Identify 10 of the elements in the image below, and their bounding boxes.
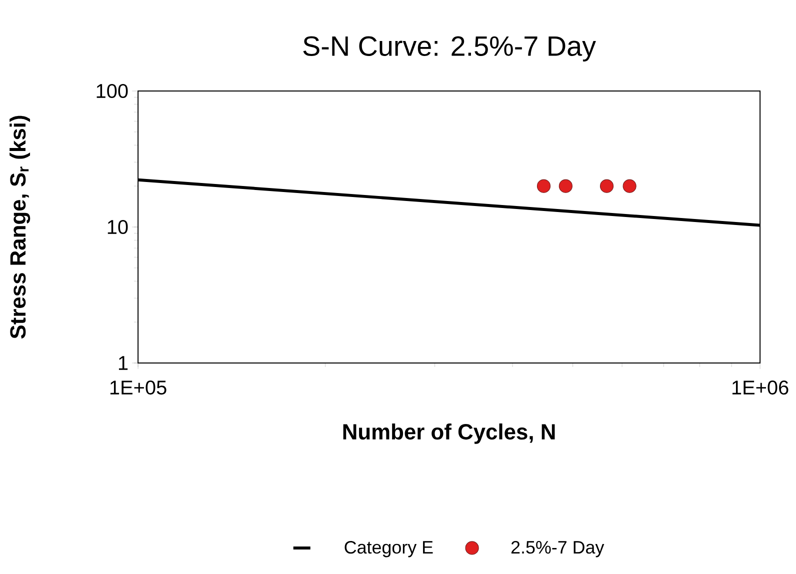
x-tick-label: 1E+06 xyxy=(732,380,788,395)
y-axis-title: Stress Range, S$_{r}$ (ksi) xyxy=(10,116,30,339)
chart-title: S-N Curve: 2.5%-7 Day xyxy=(303,36,596,62)
legend-label: Category E xyxy=(344,540,433,558)
y-tick-label: 1 xyxy=(118,356,128,370)
y-tick-label: 100 xyxy=(96,84,128,98)
legend-label: 2.5%-7 Day xyxy=(511,540,604,558)
y-tick-label: 10 xyxy=(108,220,128,234)
x-axis-title: Number of Cycles, N xyxy=(343,423,555,444)
x-tick-label: 1E+05 xyxy=(110,380,166,395)
